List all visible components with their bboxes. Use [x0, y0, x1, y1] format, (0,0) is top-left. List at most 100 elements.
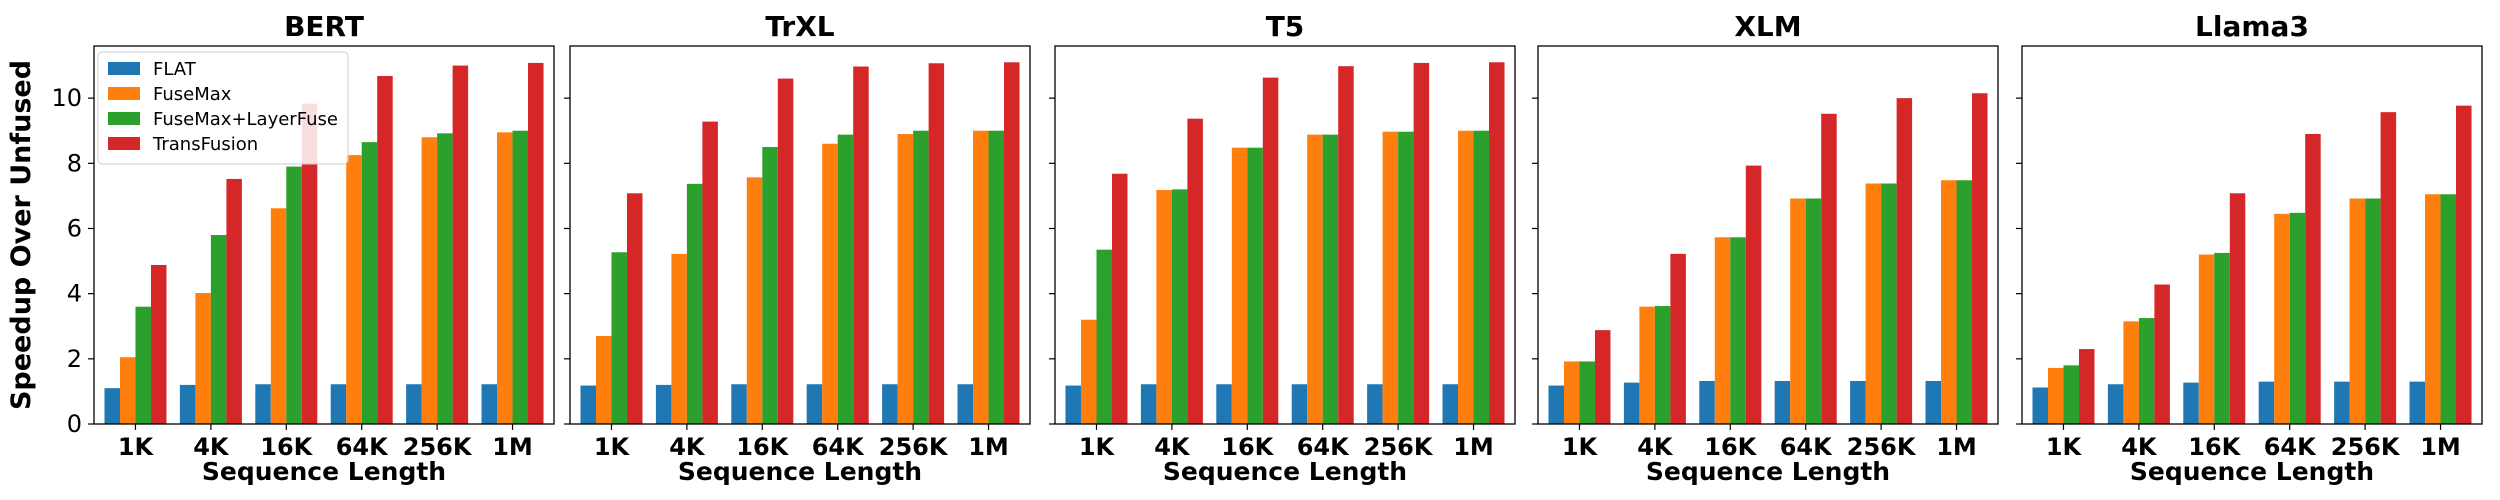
- bar-fusemax-4k: [671, 253, 687, 424]
- legend-swatch: [108, 87, 140, 100]
- bar-transfusion-256k: [2380, 112, 2397, 425]
- x-tick-label: 16K: [736, 433, 789, 461]
- legend-swatch: [108, 137, 140, 150]
- panel-llama3: Llama3 1K 4K 16K 64K 256K 1M Sequence Length: [2016, 10, 2483, 486]
- x-tick-label: 256K: [2331, 433, 2401, 461]
- bar-fusemax-layerfuse-1m: [1473, 130, 1490, 424]
- bar-fusemax-layerfuse-1m: [1956, 180, 1973, 424]
- bar-fusemax-4k: [195, 293, 211, 424]
- bar-transfusion-256k: [1896, 98, 1913, 424]
- x-tick-label: 1M: [1936, 433, 1977, 461]
- bar-fusemax-64k: [1790, 198, 1806, 424]
- legend: FLAT FuseMax FuseMax+LayerFuse TransFusion: [97, 51, 349, 165]
- x-tick-label: 64K: [1780, 433, 1833, 461]
- bar-transfusion-1k: [1111, 173, 1128, 424]
- x-tick-label: 4K: [1154, 433, 1191, 461]
- bar-flat-64k: [1291, 384, 1308, 424]
- bar-flat-256k: [2334, 381, 2350, 424]
- y-tick-label: 6: [67, 214, 82, 242]
- legend-swatch: [108, 112, 140, 125]
- bar-flat-1k: [2032, 387, 2048, 424]
- bar-fusemax-layerfuse-256k: [1881, 183, 1897, 424]
- bar-fusemax-256k: [2349, 198, 2366, 424]
- bar-transfusion-4k: [702, 121, 718, 424]
- bar-transfusion-64k: [377, 75, 393, 424]
- y-tick-label: 0: [67, 410, 82, 438]
- x-tick-label: 256K: [879, 433, 949, 461]
- plot-frame: [2021, 45, 2483, 425]
- bar-fusemax-layerfuse-1m: [988, 130, 1005, 424]
- bar-flat-4k: [655, 384, 672, 424]
- bar-fusemax-layerfuse-4k: [1171, 189, 1188, 424]
- bar-transfusion-1m: [1489, 62, 1505, 424]
- x-tick-label: 4K: [193, 433, 230, 461]
- bar-transfusion-1m: [528, 62, 544, 424]
- bar-flat-16k: [1216, 384, 1232, 424]
- bar-fusemax-layerfuse-16k: [762, 147, 778, 424]
- bar-fusemax-1k: [1080, 319, 1097, 424]
- x-tick-label: 64K: [1297, 433, 1350, 461]
- bar-fusemax-layerfuse-16k: [1730, 237, 1746, 424]
- bar-fusemax-1k: [119, 357, 136, 424]
- bar-flat-1m: [481, 384, 498, 424]
- bar-fusemax-256k: [897, 133, 914, 425]
- bar-fusemax-layerfuse-4k: [1654, 306, 1671, 424]
- panel-xlm: XLM 1K 4K 16K 64K 256K 1M Sequence Length: [1532, 10, 1999, 486]
- panel-title: BERT: [284, 10, 364, 43]
- bar-transfusion-64k: [1338, 66, 1354, 424]
- bar-fusemax-256k: [1382, 131, 1399, 424]
- bar-flat-1m: [2409, 381, 2426, 424]
- legend-label: FuseMax: [153, 84, 232, 105]
- bar-fusemax-layerfuse-16k: [286, 166, 302, 424]
- bar-fusemax-16k: [1714, 237, 1731, 424]
- bar-flat-64k: [2258, 381, 2275, 424]
- panel-title: T5: [1266, 10, 1305, 43]
- panel-bert: BERT 1K 4K 16K 64K 256K 1M Sequence Length 0 2 4 6 8…: [51, 10, 555, 486]
- panel-title: Llama3: [2195, 10, 2309, 43]
- x-tick-label: 1M: [1453, 433, 1494, 461]
- bar-flat-1k: [1065, 385, 1081, 424]
- bar-transfusion-256k: [928, 63, 945, 425]
- bar-flat-256k: [1367, 384, 1383, 424]
- x-tick-label: 1M: [492, 433, 533, 461]
- bar-flat-64k: [330, 384, 347, 424]
- bar-fusemax-layerfuse-256k: [1398, 131, 1414, 424]
- bar-flat-1k: [104, 388, 120, 424]
- bar-transfusion-16k: [2229, 193, 2246, 424]
- plot-frame: [93, 45, 555, 425]
- bar-fusemax-16k: [2198, 254, 2215, 424]
- plot-frame: [569, 45, 1031, 425]
- bar-fusemax-layerfuse-64k: [1805, 198, 1822, 424]
- bar-fusemax-256k: [421, 137, 438, 425]
- x-tick-label: 64K: [336, 433, 389, 461]
- bar-flat-4k: [1623, 382, 1640, 424]
- bar-fusemax-16k: [746, 177, 763, 424]
- bar-flat-4k: [179, 384, 196, 424]
- x-tick-label: 16K: [1704, 433, 1757, 461]
- bar-transfusion-64k: [2305, 133, 2321, 425]
- bar-fusemax-1m: [2425, 194, 2441, 424]
- bar-transfusion-1k: [626, 193, 643, 424]
- x-axis-label: Sequence Length: [202, 457, 446, 486]
- bar-fusemax-64k: [822, 143, 838, 424]
- bar-flat-256k: [1850, 380, 1866, 424]
- bar-fusemax-1m: [497, 132, 513, 424]
- bar-fusemax-layerfuse-1m: [2440, 194, 2457, 424]
- x-tick-label: 1K: [2046, 433, 2083, 461]
- bar-transfusion-4k: [2154, 284, 2170, 424]
- legend-label: FLAT: [153, 59, 197, 80]
- x-tick-label: 256K: [1364, 433, 1434, 461]
- bar-transfusion-1k: [1594, 330, 1611, 424]
- bar-transfusion-64k: [1821, 113, 1837, 424]
- bar-fusemax-16k: [1231, 147, 1248, 425]
- bar-fusemax-layerfuse-64k: [837, 134, 854, 424]
- bar-flat-64k: [806, 384, 823, 424]
- bar-fusemax-layerfuse-16k: [1247, 147, 1263, 425]
- x-tick-label: 16K: [260, 433, 313, 461]
- bar-transfusion-1m: [1972, 93, 1988, 424]
- bar-transfusion-4k: [226, 178, 242, 424]
- bar-flat-4k: [2107, 384, 2124, 424]
- bar-fusemax-64k: [346, 155, 362, 424]
- bar-fusemax-1m: [1941, 180, 1957, 424]
- bar-fusemax-4k: [1639, 306, 1655, 424]
